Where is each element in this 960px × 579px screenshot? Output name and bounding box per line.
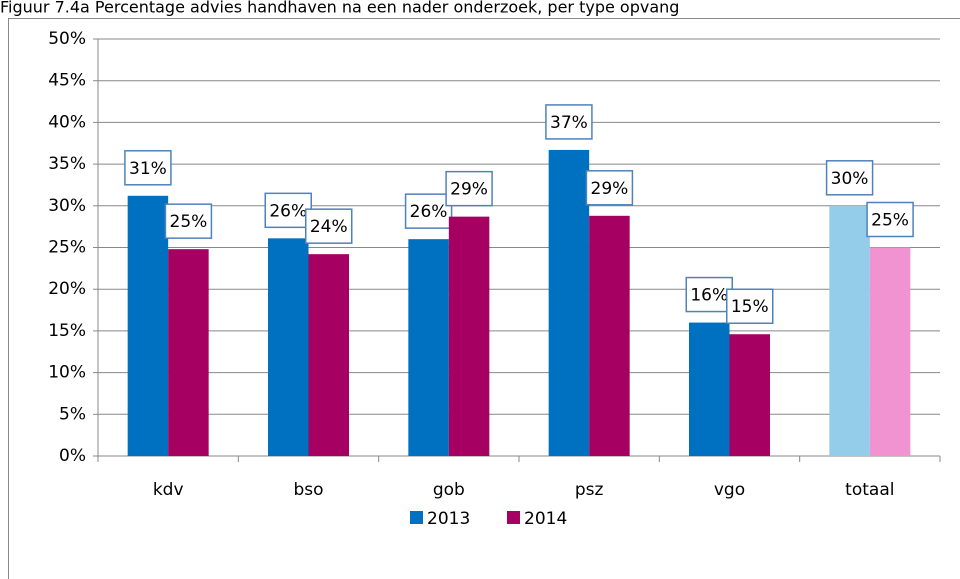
bar	[829, 205, 870, 456]
bar	[268, 238, 309, 456]
data-label-box	[866, 201, 914, 238]
data-label: 31%	[129, 159, 167, 179]
y-tick-label: 20%	[48, 279, 86, 299]
data-label-box	[305, 208, 353, 244]
data-label-box	[445, 170, 493, 207]
data-label-box	[825, 160, 874, 196]
data-label: 16%	[690, 286, 728, 306]
y-tick-label: 40%	[48, 112, 86, 132]
data-label: 30%	[831, 169, 869, 189]
x-tick-label: bso	[293, 480, 323, 500]
bar	[408, 239, 449, 456]
data-label-box	[545, 104, 593, 140]
data-label: 29%	[591, 179, 629, 199]
y-tick-label: 0%	[59, 446, 86, 466]
x-tick-label: gob	[433, 480, 465, 500]
x-tick-label: vgo	[714, 480, 745, 500]
y-tick-label: 25%	[48, 238, 86, 258]
y-tick-label: 45%	[48, 71, 86, 91]
y-tick-label: 15%	[48, 321, 86, 341]
data-label: 26%	[410, 202, 448, 222]
legend-swatch	[507, 511, 520, 524]
data-label-box	[124, 150, 172, 186]
y-tick-label: 10%	[48, 363, 86, 383]
legend-label: 2014	[524, 509, 567, 529]
bar	[548, 149, 590, 456]
data-label: 24%	[310, 217, 348, 237]
bar	[589, 215, 630, 456]
legend-swatch	[410, 511, 423, 524]
bar	[168, 249, 209, 456]
bar	[689, 322, 730, 456]
data-label-box	[585, 170, 634, 206]
y-tick-label: 50%	[48, 29, 86, 49]
y-tick-label: 35%	[48, 154, 86, 174]
chart-title: Figuur 7.4a Percentage advies handhaven …	[0, 0, 679, 17]
data-label: 29%	[450, 180, 488, 200]
bar	[127, 195, 169, 457]
data-label-box	[404, 193, 453, 229]
y-tick-label: 30%	[48, 196, 86, 216]
data-label: 37%	[550, 113, 588, 133]
bar	[448, 216, 490, 456]
x-tick-label: psz	[575, 480, 604, 500]
x-tick-label: kdv	[153, 480, 184, 500]
x-tick-label: totaal	[845, 480, 894, 500]
data-label: 15%	[731, 297, 769, 317]
bar	[729, 334, 770, 456]
data-label-box	[685, 276, 733, 313]
data-label-box	[726, 288, 774, 324]
y-tick-label: 5%	[59, 404, 86, 424]
data-label: 25%	[170, 212, 208, 232]
data-label: 25%	[871, 211, 909, 231]
data-label: 26%	[269, 201, 307, 221]
data-label-box	[164, 203, 213, 239]
legend-label: 2013	[427, 509, 470, 529]
bar	[869, 247, 911, 456]
bar	[308, 254, 349, 456]
